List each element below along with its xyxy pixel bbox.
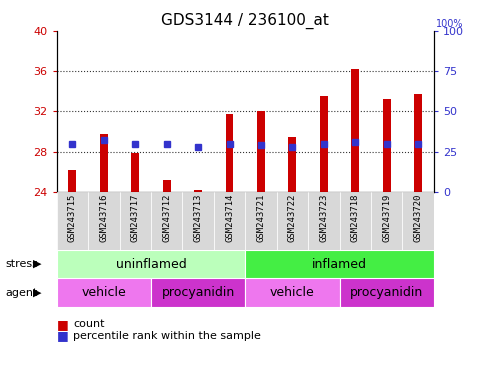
Text: GSM243714: GSM243714 — [225, 193, 234, 242]
Bar — [320, 96, 328, 192]
Text: 100%: 100% — [436, 19, 464, 29]
Text: GSM243722: GSM243722 — [288, 193, 297, 242]
Bar — [245, 250, 434, 278]
Bar — [163, 180, 171, 192]
Bar — [371, 192, 402, 250]
Text: GSM243715: GSM243715 — [68, 193, 77, 242]
Text: agent: agent — [5, 288, 37, 298]
Bar — [151, 278, 245, 307]
Text: ▶: ▶ — [33, 288, 41, 298]
Text: vehicle: vehicle — [81, 286, 126, 299]
Text: ■: ■ — [57, 329, 69, 343]
Text: procyanidin: procyanidin — [162, 286, 235, 299]
Text: GSM243717: GSM243717 — [131, 193, 140, 242]
Text: uninflamed: uninflamed — [115, 258, 186, 270]
Bar — [288, 137, 296, 192]
Bar — [194, 190, 202, 192]
Text: GSM243719: GSM243719 — [382, 193, 391, 242]
Bar — [131, 153, 139, 192]
Text: GSM243723: GSM243723 — [319, 193, 328, 242]
Text: vehicle: vehicle — [270, 286, 315, 299]
Text: GSM243721: GSM243721 — [256, 193, 266, 242]
Bar — [340, 192, 371, 250]
Bar — [69, 170, 76, 192]
Bar — [340, 278, 434, 307]
Text: ■: ■ — [57, 318, 69, 331]
Title: GDS3144 / 236100_at: GDS3144 / 236100_at — [161, 13, 329, 29]
Bar — [257, 111, 265, 192]
Text: count: count — [73, 319, 105, 329]
Bar — [402, 192, 434, 250]
Bar — [100, 134, 108, 192]
Bar — [383, 99, 390, 192]
Bar — [57, 278, 151, 307]
Text: GSM243713: GSM243713 — [194, 193, 203, 242]
Bar — [182, 192, 214, 250]
Text: GSM243712: GSM243712 — [162, 193, 171, 242]
Bar — [151, 192, 182, 250]
Text: stress: stress — [5, 259, 38, 269]
Bar — [88, 192, 119, 250]
Bar — [245, 278, 340, 307]
Text: percentile rank within the sample: percentile rank within the sample — [73, 331, 261, 341]
Bar — [308, 192, 340, 250]
Bar — [226, 114, 234, 192]
Text: GSM243718: GSM243718 — [351, 193, 360, 242]
Bar — [352, 69, 359, 192]
Bar — [214, 192, 246, 250]
Text: GSM243720: GSM243720 — [414, 193, 423, 242]
Bar — [57, 192, 88, 250]
Bar — [119, 192, 151, 250]
Bar — [414, 94, 422, 192]
Text: procyanidin: procyanidin — [350, 286, 423, 299]
Bar — [245, 192, 277, 250]
Text: ▶: ▶ — [33, 259, 41, 269]
Bar — [277, 192, 308, 250]
Text: GSM243716: GSM243716 — [99, 193, 108, 242]
Text: inflamed: inflamed — [312, 258, 367, 270]
Bar — [57, 250, 245, 278]
